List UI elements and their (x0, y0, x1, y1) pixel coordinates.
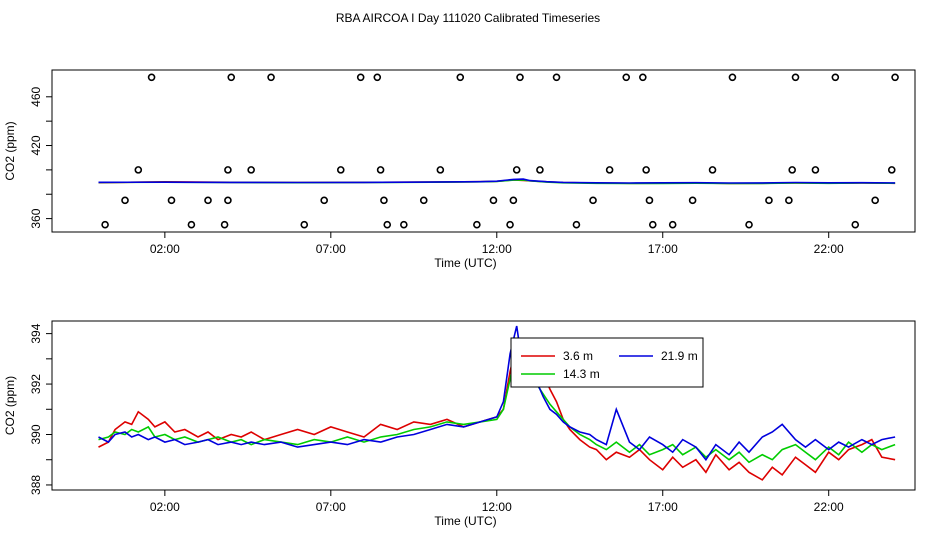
data-point (788, 166, 796, 174)
y-tick-label: 392 (29, 374, 43, 394)
data-point (373, 73, 382, 82)
data-point (891, 73, 899, 82)
x-tick-label: 12:00 (482, 242, 512, 256)
data-point (668, 220, 677, 229)
data-point (227, 73, 236, 82)
x-tick-label: 07:00 (316, 500, 346, 514)
y-tick-label: 388 (29, 475, 43, 495)
data-point (147, 73, 156, 82)
data-point (639, 73, 647, 82)
legend-entry: 21.9 m (661, 349, 698, 363)
data-point (383, 220, 392, 229)
data-point (247, 166, 255, 174)
plot-frame (51, 320, 916, 491)
data-point (622, 73, 631, 82)
data-point (728, 73, 737, 82)
figure-title: RBA AIRCOA I Day 111020 Calibrated Times… (336, 11, 600, 25)
x-axis-label: Time (UTC) (434, 256, 496, 270)
data-point (512, 166, 521, 174)
data-point (648, 220, 657, 229)
data-point (134, 166, 143, 174)
data-point (473, 220, 481, 229)
data-point (516, 73, 524, 82)
data-point (645, 196, 654, 205)
data-point (336, 166, 345, 174)
data-point (745, 220, 753, 229)
y-axis-label: CO2 (ppm) (3, 121, 17, 180)
data-point (380, 196, 388, 205)
data-point (811, 166, 820, 174)
legend-entry: 14.3 m (563, 367, 600, 381)
data-point (552, 73, 561, 82)
top-panel: 02:00 07:00 12:00 17:00 22:00 Time (UTC) 360 42… (3, 69, 916, 270)
data-point (224, 196, 232, 205)
data-point (871, 196, 879, 205)
x-tick-label: 22:00 (814, 242, 844, 256)
data-point (831, 73, 840, 82)
series-line-3-6-m (98, 340, 896, 481)
data-point (642, 166, 650, 174)
legend-entry: 3.6 m (563, 349, 593, 363)
data-point (320, 196, 328, 205)
data-point (187, 220, 196, 229)
y-tick-label: 420 (29, 135, 43, 155)
y-tick-label: 360 (29, 208, 43, 228)
data-point (121, 196, 129, 205)
x-axis-label: Time (UTC) (434, 514, 496, 528)
data-point (688, 196, 697, 205)
data-point (851, 220, 860, 229)
x-tick-label: 07:00 (316, 242, 346, 256)
data-point (224, 166, 232, 174)
data-point (785, 196, 793, 205)
data-point (376, 166, 385, 174)
x-tick-label: 02:00 (150, 242, 180, 256)
legend-box (510, 337, 704, 388)
data-point (456, 73, 465, 82)
data-point (400, 220, 408, 229)
data-point (708, 166, 717, 174)
data-point (605, 166, 614, 174)
data-point (791, 73, 800, 82)
data-point (506, 220, 514, 229)
data-point (509, 196, 518, 205)
y-tick-label: 394 (29, 323, 43, 343)
data-point (572, 220, 581, 229)
data-point (419, 196, 428, 205)
data-point (267, 73, 275, 82)
data-point (887, 166, 896, 174)
bottom-panel: 02:00 07:00 12:00 17:00 22:00 Time (UTC) 388 39… (3, 320, 916, 528)
data-point (765, 196, 773, 205)
y-axis-label: CO2 (ppm) (3, 376, 17, 435)
y-tick-label: 390 (29, 424, 43, 444)
x-tick-label: 17:00 (648, 242, 678, 256)
plot-frame (51, 69, 916, 233)
data-point (589, 196, 597, 205)
data-point (536, 166, 544, 174)
x-tick-label: 22:00 (814, 500, 844, 514)
data-point (489, 196, 498, 205)
data-point (356, 73, 365, 82)
x-tick-label: 02:00 (150, 500, 180, 514)
data-point (300, 220, 309, 229)
data-point (220, 220, 229, 229)
data-point (101, 220, 109, 229)
x-tick-label: 12:00 (482, 500, 512, 514)
data-point (204, 196, 212, 205)
x-tick-label: 17:00 (648, 500, 678, 514)
series-line-2 (98, 178, 896, 184)
y-tick-label: 460 (29, 86, 43, 106)
data-point (436, 166, 445, 174)
data-point (167, 196, 176, 205)
